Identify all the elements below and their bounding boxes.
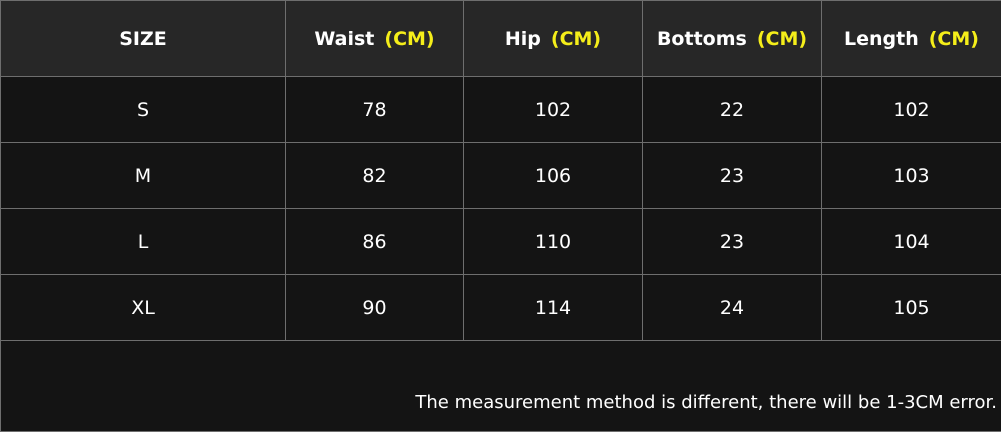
table-cell: 103 [822,143,1001,209]
column-header-waist: Waist (CM) [286,1,464,77]
table-cell: 102 [822,77,1001,143]
table-cell: S [1,77,286,143]
header-unit: (CM) [384,28,434,50]
table-cell: 24 [643,275,822,341]
table-cell: 90 [286,275,464,341]
column-header-size: SIZE [1,1,286,77]
table-cell: XL [1,275,286,341]
table-cell: 106 [464,143,643,209]
table-cell: L [1,209,286,275]
header-label: Waist [314,28,374,50]
header-row: SIZE Waist (CM) Hip (CM) Bottoms (CM) Length (CM… [1,1,1001,77]
table-cell: 23 [643,209,822,275]
table-cell: 114 [464,275,643,341]
header-unit: (CM) [929,28,979,50]
table-cell: M [1,143,286,209]
header-label: SIZE [119,28,167,50]
measurement-note: The measurement method is different, the… [1,341,1001,432]
table-cell: 23 [643,143,822,209]
header-label: Length [844,28,919,50]
header-label: Bottoms [657,28,747,50]
table-cell: 104 [822,209,1001,275]
table-cell: 110 [464,209,643,275]
table-cell: 105 [822,275,1001,341]
table-cell: 82 [286,143,464,209]
table-cell: 102 [464,77,643,143]
column-header-hip: Hip (CM) [464,1,643,77]
column-header-bottoms: Bottoms (CM) [643,1,822,77]
header-unit: (CM) [551,28,601,50]
header-unit: (CM) [757,28,807,50]
column-header-length: Length (CM) [822,1,1001,77]
header-label: Hip [505,28,541,50]
table-cell: 86 [286,209,464,275]
table-cell: 78 [286,77,464,143]
table-cell: 22 [643,77,822,143]
